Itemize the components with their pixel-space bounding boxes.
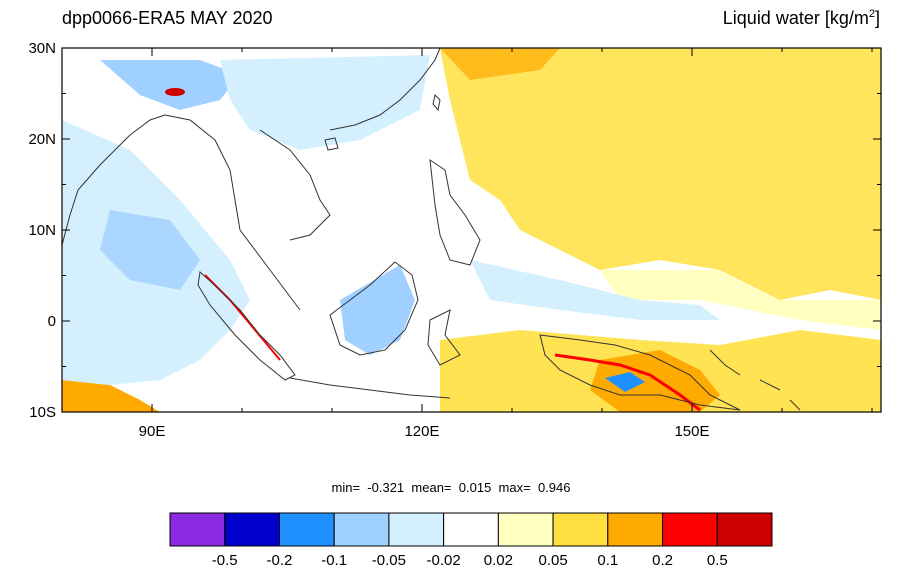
negative-region-central-pacific [470,260,720,320]
negative-region-china [220,55,430,150]
colorbar-tick-label: -0.02 [426,552,461,569]
lon-tick-label: 90E [139,423,166,440]
negative-region-new-guinea [605,372,645,392]
coast-borneo [329,261,419,356]
strong-spot-himalaya [165,88,185,96]
coast-solomons [709,349,801,411]
coast-china [329,48,441,131]
coast-java [289,377,451,399]
positive-region-north-pacific [440,48,881,300]
lat-tick-label: 0 [48,313,56,330]
coast-sumatra [197,271,296,381]
coast-new-guinea [539,334,741,411]
lat-tick-label: 10S [29,404,56,421]
strong-band-new-guinea [554,353,701,412]
positive-region-sw-corner [62,380,160,412]
coast-india [62,114,166,246]
coast-taiwan [432,94,441,112]
positive-region-light [600,270,881,330]
colorbar-tick-label: 0.05 [538,552,568,569]
colorbar-tick-label: 0.2 [652,552,673,569]
colorbar-tick-label: -0.05 [371,552,407,569]
lon-tick-label: 120E [404,423,439,440]
coast-philippines [429,158,481,266]
colorbar-tick-label: 0.5 [706,552,728,569]
field-statistics: min= -0.321 mean= 0.015 max= 0.946 [331,480,571,495]
colorbar-tick-label: -0.5 [211,552,238,569]
negative-region-borneo [340,265,415,355]
positive-region-north-orange [440,48,560,80]
negative-region-himalaya [100,60,240,110]
coastlines [62,48,801,411]
variable-title: Liquid water [kg/m2] [722,8,880,28]
axis-ticks: 30N 20N 10N 0 10S 90E 120E 150E [28,40,881,440]
colorbar-tick-label: 0.02 [483,552,513,569]
coast-hainan [324,137,339,151]
liquid-water-field [62,48,881,412]
colorbar-tick-label: -0.2 [266,552,293,569]
plot-title: dpp0066-ERA5 MAY 2020 [62,8,273,28]
colorbar-tick-label: 0.1 [597,552,619,569]
coast-sulawesi [427,309,461,366]
coast-vietnam [259,129,331,241]
lat-tick-label: 20N [28,131,56,148]
negative-region-bay [100,210,200,290]
lon-tick-label: 150E [674,423,709,440]
lat-tick-label: 10N [28,222,56,239]
coast-indochina [164,114,301,311]
colorbar-tick-label: -0.1 [321,552,348,569]
lat-tick-label: 30N [28,40,56,57]
